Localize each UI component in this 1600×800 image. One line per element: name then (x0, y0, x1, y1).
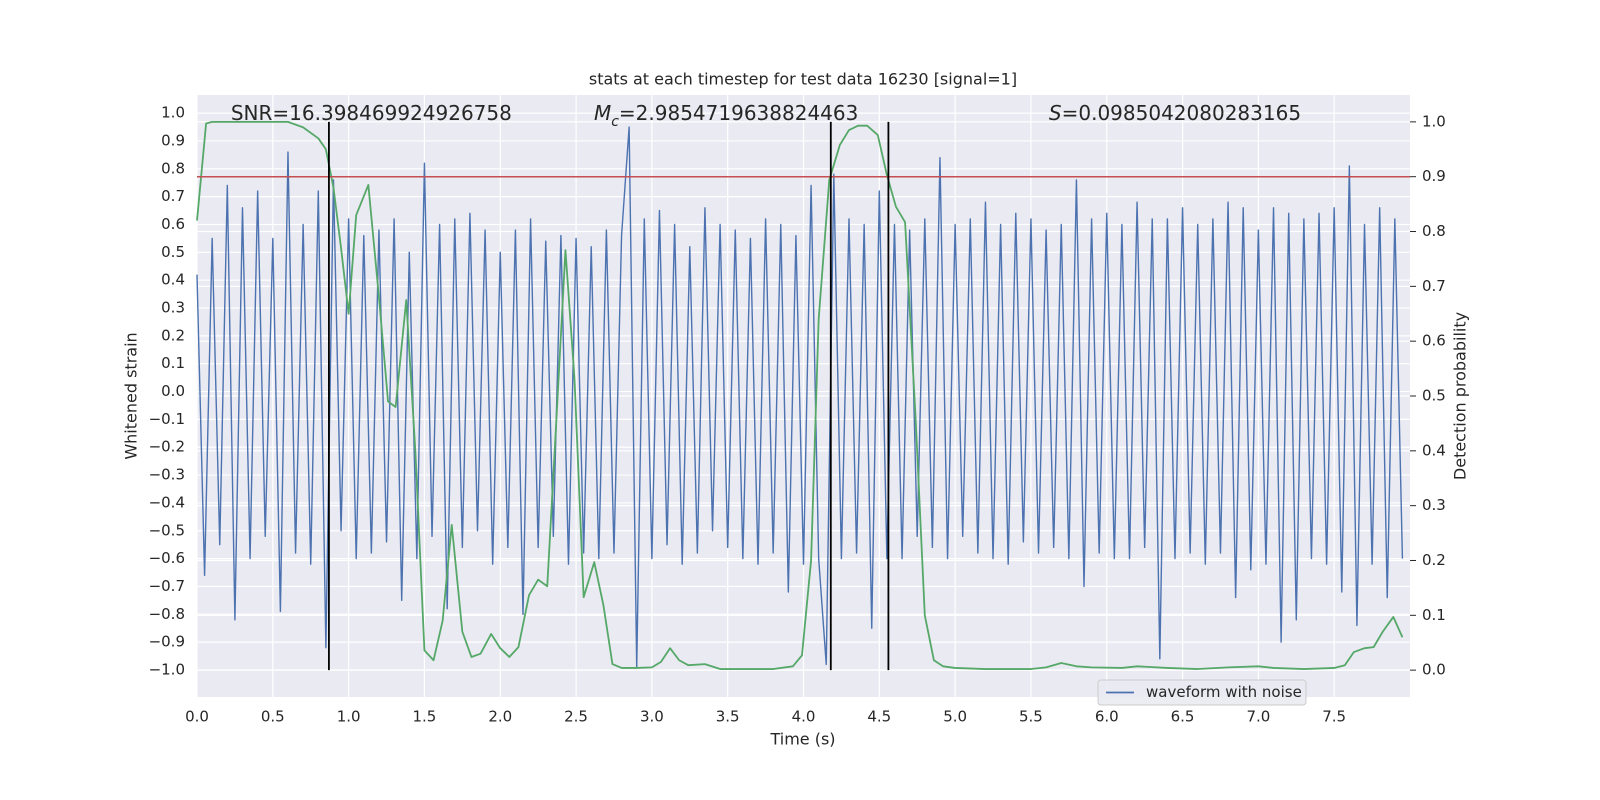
y-tick-label: 1.0 (161, 104, 185, 122)
y2-tick-label: 0.8 (1422, 222, 1446, 240)
x-tick-label: 6.5 (1171, 708, 1195, 726)
x-tick-label: 7.5 (1322, 708, 1346, 726)
x-tick-label: 1.5 (413, 708, 437, 726)
y2-tick-label: 0.9 (1422, 167, 1446, 185)
y2-tick-label: 1.0 (1422, 112, 1446, 130)
y-tick-label: −0.1 (149, 410, 185, 428)
annotation-text: =2.9854719638824463 (619, 101, 858, 125)
annotation-text: =0.0985042080283165 (1062, 101, 1301, 125)
x-tick-label: 7.0 (1246, 708, 1270, 726)
x-tick-label: 3.0 (640, 708, 664, 726)
x-tick-label: 6.0 (1095, 708, 1119, 726)
annotation: Mc=2.9854719638824463 (594, 101, 858, 131)
legend-box (1097, 679, 1307, 706)
y-tick-label: 0.6 (161, 215, 185, 233)
y-tick-label: 0.3 (161, 299, 185, 317)
y2-tick-label: 0.4 (1422, 441, 1446, 459)
x-tick-label: 0.0 (185, 708, 209, 726)
y2-tick-label: 0.0 (1422, 661, 1446, 679)
x-tick-label: 5.5 (1019, 708, 1043, 726)
y2-tick-label: 0.3 (1422, 496, 1446, 514)
annotation-symbol: S (1049, 101, 1062, 125)
y2-tick-label: 0.2 (1422, 551, 1446, 569)
y-tick-label: 0.0 (161, 382, 185, 400)
y-tick-label: 0.5 (161, 243, 185, 261)
annotation: SNR=16.398469924926758 (231, 101, 512, 125)
marks (196, 120, 1410, 671)
y-tick-label: −0.3 (149, 466, 185, 484)
y2-axis-label: Detection probability (1451, 312, 1470, 480)
y-tick-label: −0.2 (149, 438, 185, 456)
x-tick-label: 3.5 (716, 708, 740, 726)
y-tick-label: −0.8 (149, 605, 185, 623)
annotation: S=0.0985042080283165 (1049, 101, 1301, 125)
y-tick-label: 0.7 (161, 187, 185, 205)
series-line (196, 120, 1404, 670)
y2-tick-label: 0.1 (1422, 606, 1446, 624)
y-tick-label: 0.9 (161, 131, 185, 149)
y-tick-label: −0.4 (149, 493, 185, 511)
y-tick-label: −0.6 (149, 549, 185, 567)
x-tick-label: 5.0 (943, 708, 967, 726)
x-tick-label: 0.5 (261, 708, 285, 726)
x-tick-label: 2.5 (564, 708, 588, 726)
y-tick-label: 0.4 (161, 271, 185, 289)
x-tick-label: 2.0 (488, 708, 512, 726)
x-tick-label: 4.5 (867, 708, 891, 726)
y-tick-label: 0.1 (161, 354, 185, 372)
x-tick-label: 1.0 (337, 708, 361, 726)
y-tick-label: −1.0 (149, 660, 185, 678)
x-axis-label: Time (s) (769, 730, 835, 749)
annotation-subscript: c (611, 114, 619, 130)
y-tick-label: −0.9 (149, 633, 185, 651)
y-axis-label: Whitened strain (122, 332, 141, 459)
y-tick-label: 0.8 (161, 159, 185, 177)
y-tick-label: 0.2 (161, 326, 185, 344)
y2-tick-label: 0.7 (1422, 277, 1446, 295)
legend-label: waveform with noise (1146, 683, 1302, 701)
annotation-symbol: M (594, 101, 611, 125)
y-tick-label: −0.7 (149, 577, 185, 595)
series-line (196, 126, 1404, 668)
y2-tick-label: 0.5 (1422, 387, 1446, 405)
chart-title: stats at each timestep for test data 162… (589, 70, 1017, 89)
y2-tick-label: 0.6 (1422, 332, 1446, 350)
y-tick-label: −0.5 (149, 521, 185, 539)
x-tick-label: 4.0 (792, 708, 816, 726)
annotation-text: SNR=16.398469924926758 (231, 101, 512, 125)
